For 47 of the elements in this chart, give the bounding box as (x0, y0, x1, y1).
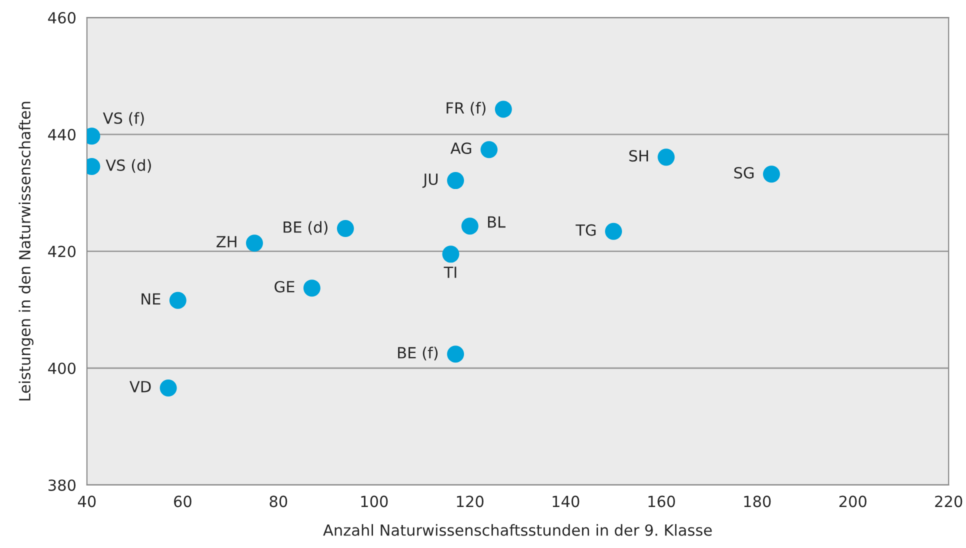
point (246, 234, 263, 252)
point (605, 222, 622, 240)
annotation: BE (f) (398, 346, 438, 360)
point (442, 246, 460, 263)
x-tick-label: 160 (648, 496, 675, 508)
annotation: BL (488, 216, 506, 228)
annotation: GE (274, 280, 294, 292)
annotation: VS (f) (102, 112, 144, 126)
point (658, 148, 675, 166)
annotation: TG (576, 224, 596, 236)
y-tick-label: 460 (48, 12, 76, 24)
annotation: VS (d) (106, 159, 151, 173)
x-tick-label: 220 (935, 496, 962, 508)
point (762, 166, 780, 183)
y-tick-label: 380 (48, 479, 76, 491)
annotation: ZH (216, 236, 236, 248)
point (447, 346, 464, 363)
x-tick-label: 40 (78, 496, 96, 508)
point (336, 220, 354, 237)
x-tick-label: 60 (174, 496, 192, 508)
point (303, 280, 320, 297)
x-tick-label: 100 (361, 496, 388, 508)
y-tick-label: 420 (48, 246, 76, 258)
annotation: SH (629, 150, 648, 162)
annotation: JU (422, 174, 438, 188)
point (169, 292, 186, 309)
x-tick-label: 140 (552, 496, 580, 508)
x-axis-title: Anzahl Naturwissenschaftsstunden in der 9. Klasse (323, 524, 712, 536)
annotation: SG (734, 167, 754, 179)
annotation: FR (f) (446, 102, 486, 116)
annotation: BE (d) (284, 221, 328, 235)
y-tick-label: 440 (48, 128, 76, 140)
annotation: VD (130, 381, 151, 392)
point (160, 379, 177, 396)
x-tick-label: 120 (457, 496, 484, 508)
annotation: TI (444, 266, 456, 278)
x-tick-label: 180 (744, 496, 771, 508)
point (480, 141, 498, 158)
annotation: NE (142, 293, 160, 305)
y-tick-label: 400 (48, 362, 76, 374)
point (447, 172, 464, 190)
point (461, 218, 478, 235)
annotation: AG (450, 142, 472, 154)
point (494, 100, 512, 118)
y-axis-title: Leistungen in den Naturwissenschaften (18, 102, 34, 400)
x-tick-label: 200 (839, 496, 866, 508)
x-tick-label: 80 (270, 496, 288, 508)
